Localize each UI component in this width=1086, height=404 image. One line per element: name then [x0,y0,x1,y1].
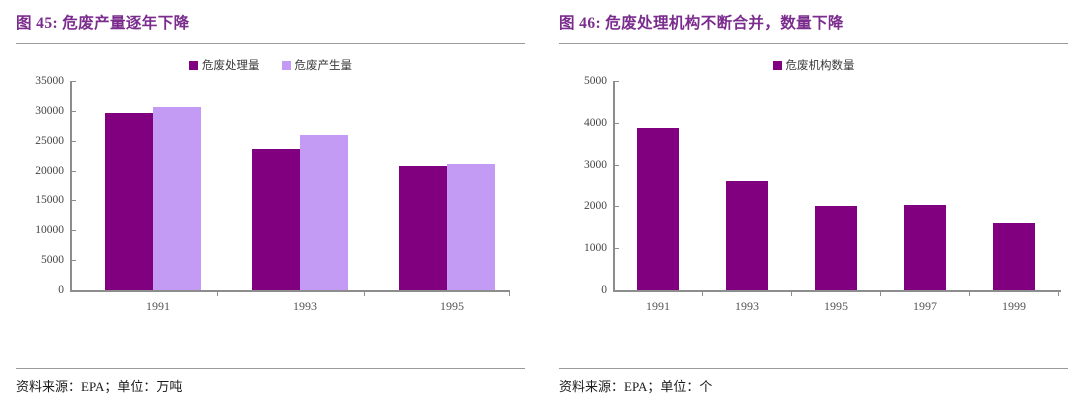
legend-swatch-icon-dark-purple [772,60,782,70]
x-tick-label-1993: 1993 [735,299,759,313]
y-tickmark [615,248,619,250]
legend-swatch-icon-dark-purple [189,60,198,70]
y-tickmark [72,110,76,112]
figure-45-plot: 35000 30000 25000 20000 15000 10000 5000… [16,75,525,331]
y-tick-label: 30000 [35,104,64,117]
legend-label-jigoushuliang: 危废机构数量 [785,60,855,72]
figure-45-source: 资料来源：EPA；单位：万吨 [16,379,183,394]
figure-46-y-axis-line [613,81,615,292]
figure-45-title: 图 45: 危废产量逐年下降 [16,15,190,32]
x-tick-label-1991: 1991 [146,299,170,313]
figure-panel-46: 图 46: 危废处理机构不断合并，数量下降 危废机构数量 5000 4000 3… [543,0,1086,404]
y-tick-label: 35000 [35,75,64,87]
x-tick-label-1995: 1995 [440,299,464,313]
legend-item-chuliliang[interactable]: 危废处理量 [189,57,260,73]
bar-jigoushuliang-1997[interactable] [904,205,946,290]
y-tick-label: 5000 [584,75,607,87]
bar-group-1999 [969,81,1058,290]
bar-jigoushuliang-1995[interactable] [815,206,857,290]
x-tickmark [702,292,703,296]
figure-45-y-axis-labels: 35000 30000 25000 20000 15000 10000 5000… [16,75,64,296]
figure-46-plot: 5000 4000 3000 2000 1000 0 [559,75,1068,331]
y-tickmark [72,81,76,82]
bar-chanshengliang-1995[interactable] [447,163,495,290]
figure-45-y-axis-line [70,81,72,292]
x-tickmark [969,292,970,296]
y-tick-label: 25000 [35,134,64,147]
bar-group-1993 [702,81,791,290]
x-tickmark [791,292,792,296]
x-tickmark [880,292,881,296]
legend-item-chanshengliang[interactable]: 危废产生量 [281,57,353,73]
y-tick-label: 1000 [584,242,607,255]
x-tick-label-1993: 1993 [293,299,317,313]
figure-46-source-rule [559,368,1068,369]
y-tickmark [72,260,76,262]
figure-45-x-axis-line [70,290,510,292]
legend-label-chanshengliang: 危废产生量 [294,60,353,72]
x-tick-label-1995: 1995 [824,299,848,313]
y-tick-label: 0 [58,284,64,296]
bar-group-1993 [217,81,364,290]
y-tickmark [72,140,76,142]
bar-group-1995 [364,81,511,290]
y-tick-label: 20000 [35,164,64,177]
x-tickmark [1058,292,1059,296]
y-tick-label: 15000 [35,194,64,207]
bar-group-1995 [791,81,880,290]
figure-45-legend: 危废处理量 危废产生量 [16,57,525,73]
figure-45-plot-area: 35000 30000 25000 20000 15000 10000 5000… [16,75,525,331]
bar-jigoushuliang-1999[interactable] [993,223,1035,290]
x-tick-label-1999: 1999 [1002,299,1026,313]
legend-swatch-icon-light-purple [281,60,291,70]
bar-jigoushuliang-1991[interactable] [637,127,679,290]
figure-45-title-rule [16,43,525,44]
x-tickmark [509,292,510,296]
legend-item-jigoushuliang[interactable]: 危废机构数量 [772,57,855,73]
figure-46-title: 图 46: 危废处理机构不断合并，数量下降 [559,15,844,32]
y-tickmark [72,230,76,232]
y-tickmark [615,81,619,82]
y-tick-label: 0 [601,284,607,296]
figure-46-title-rule [559,43,1068,44]
figure-panel-45: 图 45: 危废产量逐年下降 危废处理量 危废产生量 35000 30000 2… [16,15,525,394]
figure-45-source-rule [16,368,525,369]
figure-46-x-axis-line [613,290,1061,292]
bar-group-1991 [613,81,702,290]
y-tickmark [615,164,619,166]
bar-chanshengliang-1991[interactable] [153,106,201,290]
x-tick-label-1991: 1991 [646,299,670,313]
figure-46-source: 资料来源：EPA；单位：个 [559,379,713,394]
bar-chuliliang-1993[interactable] [252,149,300,290]
bar-group-1991 [70,81,217,290]
y-tick-label: 4000 [584,116,607,129]
bar-group-1997 [880,81,969,290]
bar-jigoushuliang-1993[interactable] [726,181,768,290]
y-tickmark [72,170,76,172]
y-tick-label: 10000 [35,224,64,237]
y-tickmark [615,206,619,208]
bar-chuliliang-1991[interactable] [105,113,153,290]
x-tickmark [217,292,218,296]
y-tick-label: 5000 [41,254,64,267]
bar-chanshengliang-1993[interactable] [300,134,348,290]
legend-label-chuliliang: 危废处理量 [202,60,260,72]
x-tick-label-1997: 1997 [913,299,937,313]
figure-46-y-axis-labels: 5000 4000 3000 2000 1000 0 [559,75,607,296]
y-tick-label: 2000 [584,200,607,213]
bar-chuliliang-1995[interactable] [399,165,447,290]
y-tickmark [72,200,76,202]
x-tickmark [364,292,365,296]
y-tick-label: 3000 [584,158,607,171]
figure-46-legend: 危废机构数量 [559,57,1068,73]
figure-46-plot-area: 5000 4000 3000 2000 1000 0 [559,75,1068,331]
y-tickmark [615,122,619,124]
